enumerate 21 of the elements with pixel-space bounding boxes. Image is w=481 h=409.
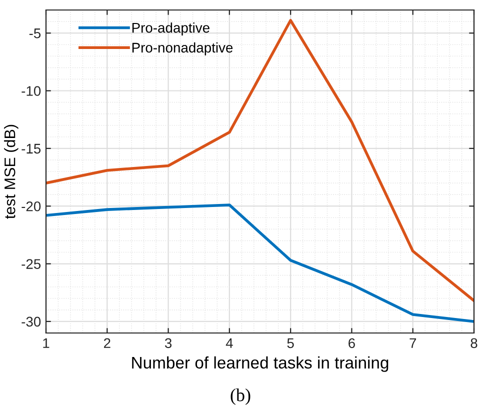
- x-tick-label: 1: [43, 338, 50, 348]
- y-tick-label: -15: [22, 144, 41, 154]
- legend-label: Pro-adaptive: [132, 22, 210, 36]
- line-series: [46, 18, 474, 302]
- y-tick-label: -10: [22, 86, 41, 96]
- text: (b): [230, 388, 250, 405]
- x-tick-label: 2: [104, 338, 110, 348]
- x-axis-title: Number of learned tasks in training: [132, 356, 388, 372]
- x-tick-label: 3: [164, 338, 172, 348]
- x-tick-label: 4: [226, 338, 233, 348]
- y-tick-label: -30: [22, 316, 41, 327]
- line-series: [46, 204, 474, 323]
- y-tick-label: -5: [29, 28, 41, 38]
- y-tick-label: -20: [22, 201, 41, 212]
- x-tick-label: 5: [287, 338, 294, 348]
- y-tick-label: -25: [22, 259, 41, 269]
- legend-label: Pro-nonadaptive: [132, 42, 233, 56]
- y-axis-title: test MSE (dB): [4, 124, 18, 219]
- x-tick-label: 7: [410, 338, 416, 348]
- x-tick-label: 8: [470, 338, 478, 348]
- x-tick-label: 6: [348, 338, 355, 348]
